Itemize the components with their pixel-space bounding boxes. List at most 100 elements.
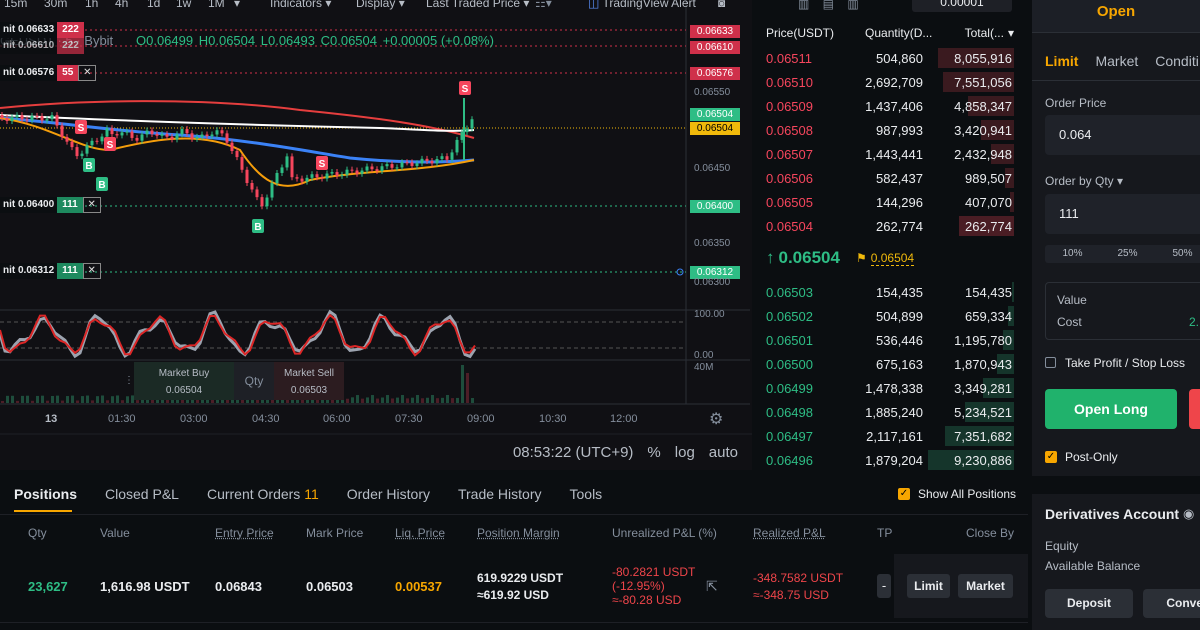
timeframe-1M[interactable]: 1M bbox=[208, 0, 225, 10]
close-icon[interactable]: ✕ bbox=[78, 65, 97, 81]
volume-bar bbox=[136, 400, 139, 403]
volume-bar bbox=[126, 396, 129, 403]
open-short-button[interactable] bbox=[1189, 389, 1200, 429]
order-line[interactable]: nit 0.06400 111 ✕ bbox=[0, 197, 101, 213]
chevron-down-icon[interactable]: ▾ bbox=[234, 0, 241, 10]
col-position-margin[interactable]: Position Margin bbox=[477, 526, 560, 540]
bid-row[interactable]: 0.06500 675,163 1,870,943 bbox=[754, 352, 1028, 376]
order-by-qty-label[interactable]: Order by Qty ▾ bbox=[1045, 174, 1124, 188]
pct-50[interactable]: 50% bbox=[1172, 248, 1193, 259]
ask-row[interactable]: 0.06504 262,774 262,774 bbox=[754, 214, 1028, 238]
market-buy-button[interactable]: Market Buy 0.06504 bbox=[134, 362, 234, 400]
layout-icon[interactable]: ☷▾ bbox=[535, 0, 552, 10]
tab-market[interactable]: Market bbox=[1095, 53, 1139, 69]
order-line[interactable]: nit 0.06576 55 ✕ bbox=[0, 65, 97, 81]
candle-body bbox=[255, 189, 259, 198]
ask-row[interactable]: 0.06507 1,443,441 2,432,948 bbox=[754, 142, 1028, 166]
col-realized-pnl[interactable]: Realized P&L bbox=[753, 526, 826, 540]
timeframe-1h[interactable]: 1h bbox=[85, 0, 99, 10]
chart-footer: 08:53:22 (UTC+9) % log auto bbox=[513, 444, 738, 461]
post-only-checkbox[interactable]: ✓ bbox=[1045, 451, 1057, 463]
close-icon[interactable]: ✕ bbox=[82, 263, 101, 279]
candle-body bbox=[95, 140, 99, 142]
order-line[interactable]: nit 0.06312 111 ✕ bbox=[0, 263, 101, 279]
ask-row[interactable]: 0.06510 2,692,709 7,551,056 bbox=[754, 70, 1028, 94]
order-line[interactable]: nit 0.06633 222 bbox=[0, 22, 84, 38]
tab-tools[interactable]: Tools bbox=[569, 486, 603, 502]
candle-body bbox=[345, 169, 349, 175]
bid-row[interactable]: 0.06497 2,117,161 7,351,682 bbox=[754, 424, 1028, 448]
close-limit-button[interactable]: Limit bbox=[907, 574, 950, 598]
pct-10[interactable]: 10% bbox=[1062, 248, 1083, 259]
tab-closed-pnl[interactable]: Closed P&L bbox=[105, 486, 179, 502]
orderbook-view-icons[interactable]: ▥ ▤ ▥ bbox=[798, 0, 859, 11]
col-entry-price[interactable]: Entry Price bbox=[215, 526, 274, 540]
market-sell-button[interactable]: Market Sell 0.06503 bbox=[274, 362, 344, 400]
share-icon[interactable]: ⇱ bbox=[706, 578, 718, 594]
bid-row[interactable]: 0.06496 1,879,204 9,230,886 bbox=[754, 448, 1028, 470]
percent-slider[interactable]: 10% 25% 50% bbox=[1045, 245, 1200, 263]
camera-icon[interactable]: ◙ bbox=[718, 0, 726, 10]
ask-row[interactable]: 0.06509 1,437,406 4,858,347 bbox=[754, 94, 1028, 118]
candle-body bbox=[190, 133, 194, 139]
tab-positions[interactable]: Positions bbox=[14, 486, 78, 502]
tab-trade-history[interactable]: Trade History bbox=[457, 486, 542, 502]
time-axis-label: 01:30 bbox=[108, 413, 136, 425]
timeframe-30m[interactable]: 30m bbox=[44, 0, 68, 10]
bid-row[interactable]: 0.06499 1,478,338 3,349,281 bbox=[754, 376, 1028, 400]
tpsl-checkbox[interactable] bbox=[1045, 357, 1056, 368]
ask-row[interactable]: 0.06508 987,993 3,420,941 bbox=[754, 118, 1028, 142]
candle-body bbox=[160, 134, 164, 136]
total-column-header[interactable]: Total(... bbox=[964, 26, 1004, 40]
timeframe-4h[interactable]: 4h bbox=[115, 0, 129, 10]
bid-row[interactable]: 0.06503 154,435 154,435 bbox=[754, 280, 1028, 304]
indicators-menu[interactable]: Indicators ▾ bbox=[270, 0, 331, 10]
percent-scale-toggle[interactable]: % bbox=[647, 444, 661, 461]
bid-quantity: 1,885,240 bbox=[865, 405, 923, 420]
precision-select[interactable]: 0.00001 bbox=[912, 0, 1012, 12]
timeframe-15m[interactable]: 15m bbox=[4, 0, 28, 10]
ask-row[interactable]: 0.06511 504,860 8,055,916 bbox=[754, 46, 1028, 70]
candle-body bbox=[435, 158, 439, 164]
drag-handle-icon[interactable]: ⋮ bbox=[124, 375, 134, 386]
close-icon[interactable]: ✕ bbox=[82, 197, 101, 213]
tradingview-alert-button[interactable]: ◫ TradingView Alert bbox=[588, 0, 696, 10]
timeframe-1w[interactable]: 1w bbox=[176, 0, 192, 10]
order-price-input[interactable]: 0.064 bbox=[1045, 115, 1200, 155]
tab-open[interactable]: Open bbox=[1032, 0, 1200, 32]
position-qty: 23,627 bbox=[28, 579, 68, 594]
qty-input[interactable]: 111 bbox=[1045, 194, 1200, 234]
positions-panel: Positions Closed P&L Current Orders 11 O… bbox=[0, 474, 1028, 630]
bid-row[interactable]: 0.06501 536,446 1,195,780 bbox=[754, 328, 1028, 352]
show-all-checkbox[interactable]: ✓ bbox=[898, 488, 910, 500]
timeframe-1d[interactable]: 1d bbox=[147, 0, 161, 10]
bid-row[interactable]: 0.06498 1,885,240 5,234,521 bbox=[754, 400, 1028, 424]
candle-body bbox=[105, 128, 109, 137]
close-market-button[interactable]: Market bbox=[958, 574, 1013, 598]
tab-conditional[interactable]: Conditi bbox=[1155, 53, 1199, 69]
tab-current-orders[interactable]: Current Orders 11 bbox=[207, 486, 319, 502]
open-long-button[interactable]: Open Long bbox=[1045, 389, 1177, 429]
gear-icon[interactable]: ⚙ bbox=[709, 411, 724, 428]
tpsl-edit-button[interactable]: - bbox=[877, 574, 891, 598]
chevron-down-icon[interactable]: ▾ bbox=[1007, 26, 1014, 40]
ask-row[interactable]: 0.06506 582,437 989,507 bbox=[754, 166, 1028, 190]
auto-scale-toggle[interactable]: auto bbox=[708, 444, 738, 461]
order-line[interactable]: nit 0.06610 222 bbox=[0, 38, 84, 54]
volume-bar bbox=[411, 397, 414, 403]
log-scale-toggle[interactable]: log bbox=[674, 444, 695, 461]
convert-button[interactable]: Conver bbox=[1143, 589, 1200, 618]
price-source-menu[interactable]: Last Traded Price ▾ bbox=[426, 0, 529, 10]
eye-icon[interactable]: ◉ bbox=[1183, 506, 1195, 521]
ask-row[interactable]: 0.06505 144,296 407,070 bbox=[754, 190, 1028, 214]
qty-input[interactable]: Qty bbox=[234, 362, 274, 400]
col-liq-price[interactable]: Liq. Price bbox=[395, 526, 446, 540]
tab-order-history[interactable]: Order History bbox=[346, 486, 430, 502]
bid-row[interactable]: 0.06502 504,899 659,334 bbox=[754, 304, 1028, 328]
pct-25[interactable]: 25% bbox=[1117, 248, 1138, 259]
display-menu[interactable]: Display ▾ bbox=[356, 0, 405, 10]
tab-limit[interactable]: Limit bbox=[1045, 53, 1079, 69]
deposit-button[interactable]: Deposit bbox=[1045, 589, 1133, 618]
